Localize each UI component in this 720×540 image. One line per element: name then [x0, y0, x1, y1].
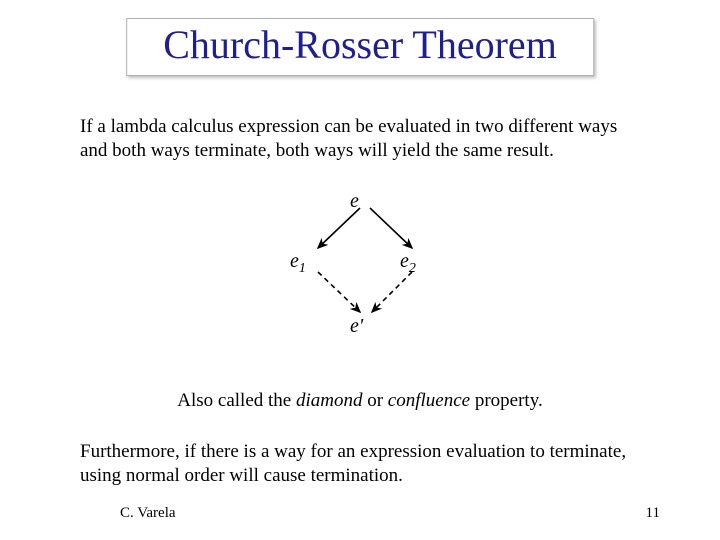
aka-suffix: property.: [470, 390, 543, 411]
aka-prefix: Also called the: [177, 390, 296, 411]
diagram-node-e2: e2: [400, 250, 416, 277]
footer-page-number: 11: [646, 505, 660, 522]
aka-mid: or: [362, 390, 387, 411]
confluence-diagram: e e1 e2 e': [260, 190, 460, 350]
diagram-node-e1: e1: [290, 250, 306, 277]
intro-paragraph: If a lambda calculus expression can be e…: [80, 115, 640, 163]
diagram-node-eprime: e': [350, 315, 363, 338]
title-box: Church-Rosser Theorem: [126, 18, 594, 76]
slide: Church-Rosser Theorem If a lambda calcul…: [0, 0, 720, 540]
aka-confluence: confluence: [388, 390, 470, 411]
termination-paragraph: Furthermore, if there is a way for an ex…: [80, 440, 640, 488]
aka-paragraph: Also called the diamond or confluence pr…: [150, 390, 570, 412]
aka-diamond: diamond: [296, 390, 363, 411]
footer-author: C. Varela: [120, 505, 176, 522]
diagram-node-e: e: [350, 190, 359, 213]
slide-title: Church-Rosser Theorem: [163, 23, 557, 67]
